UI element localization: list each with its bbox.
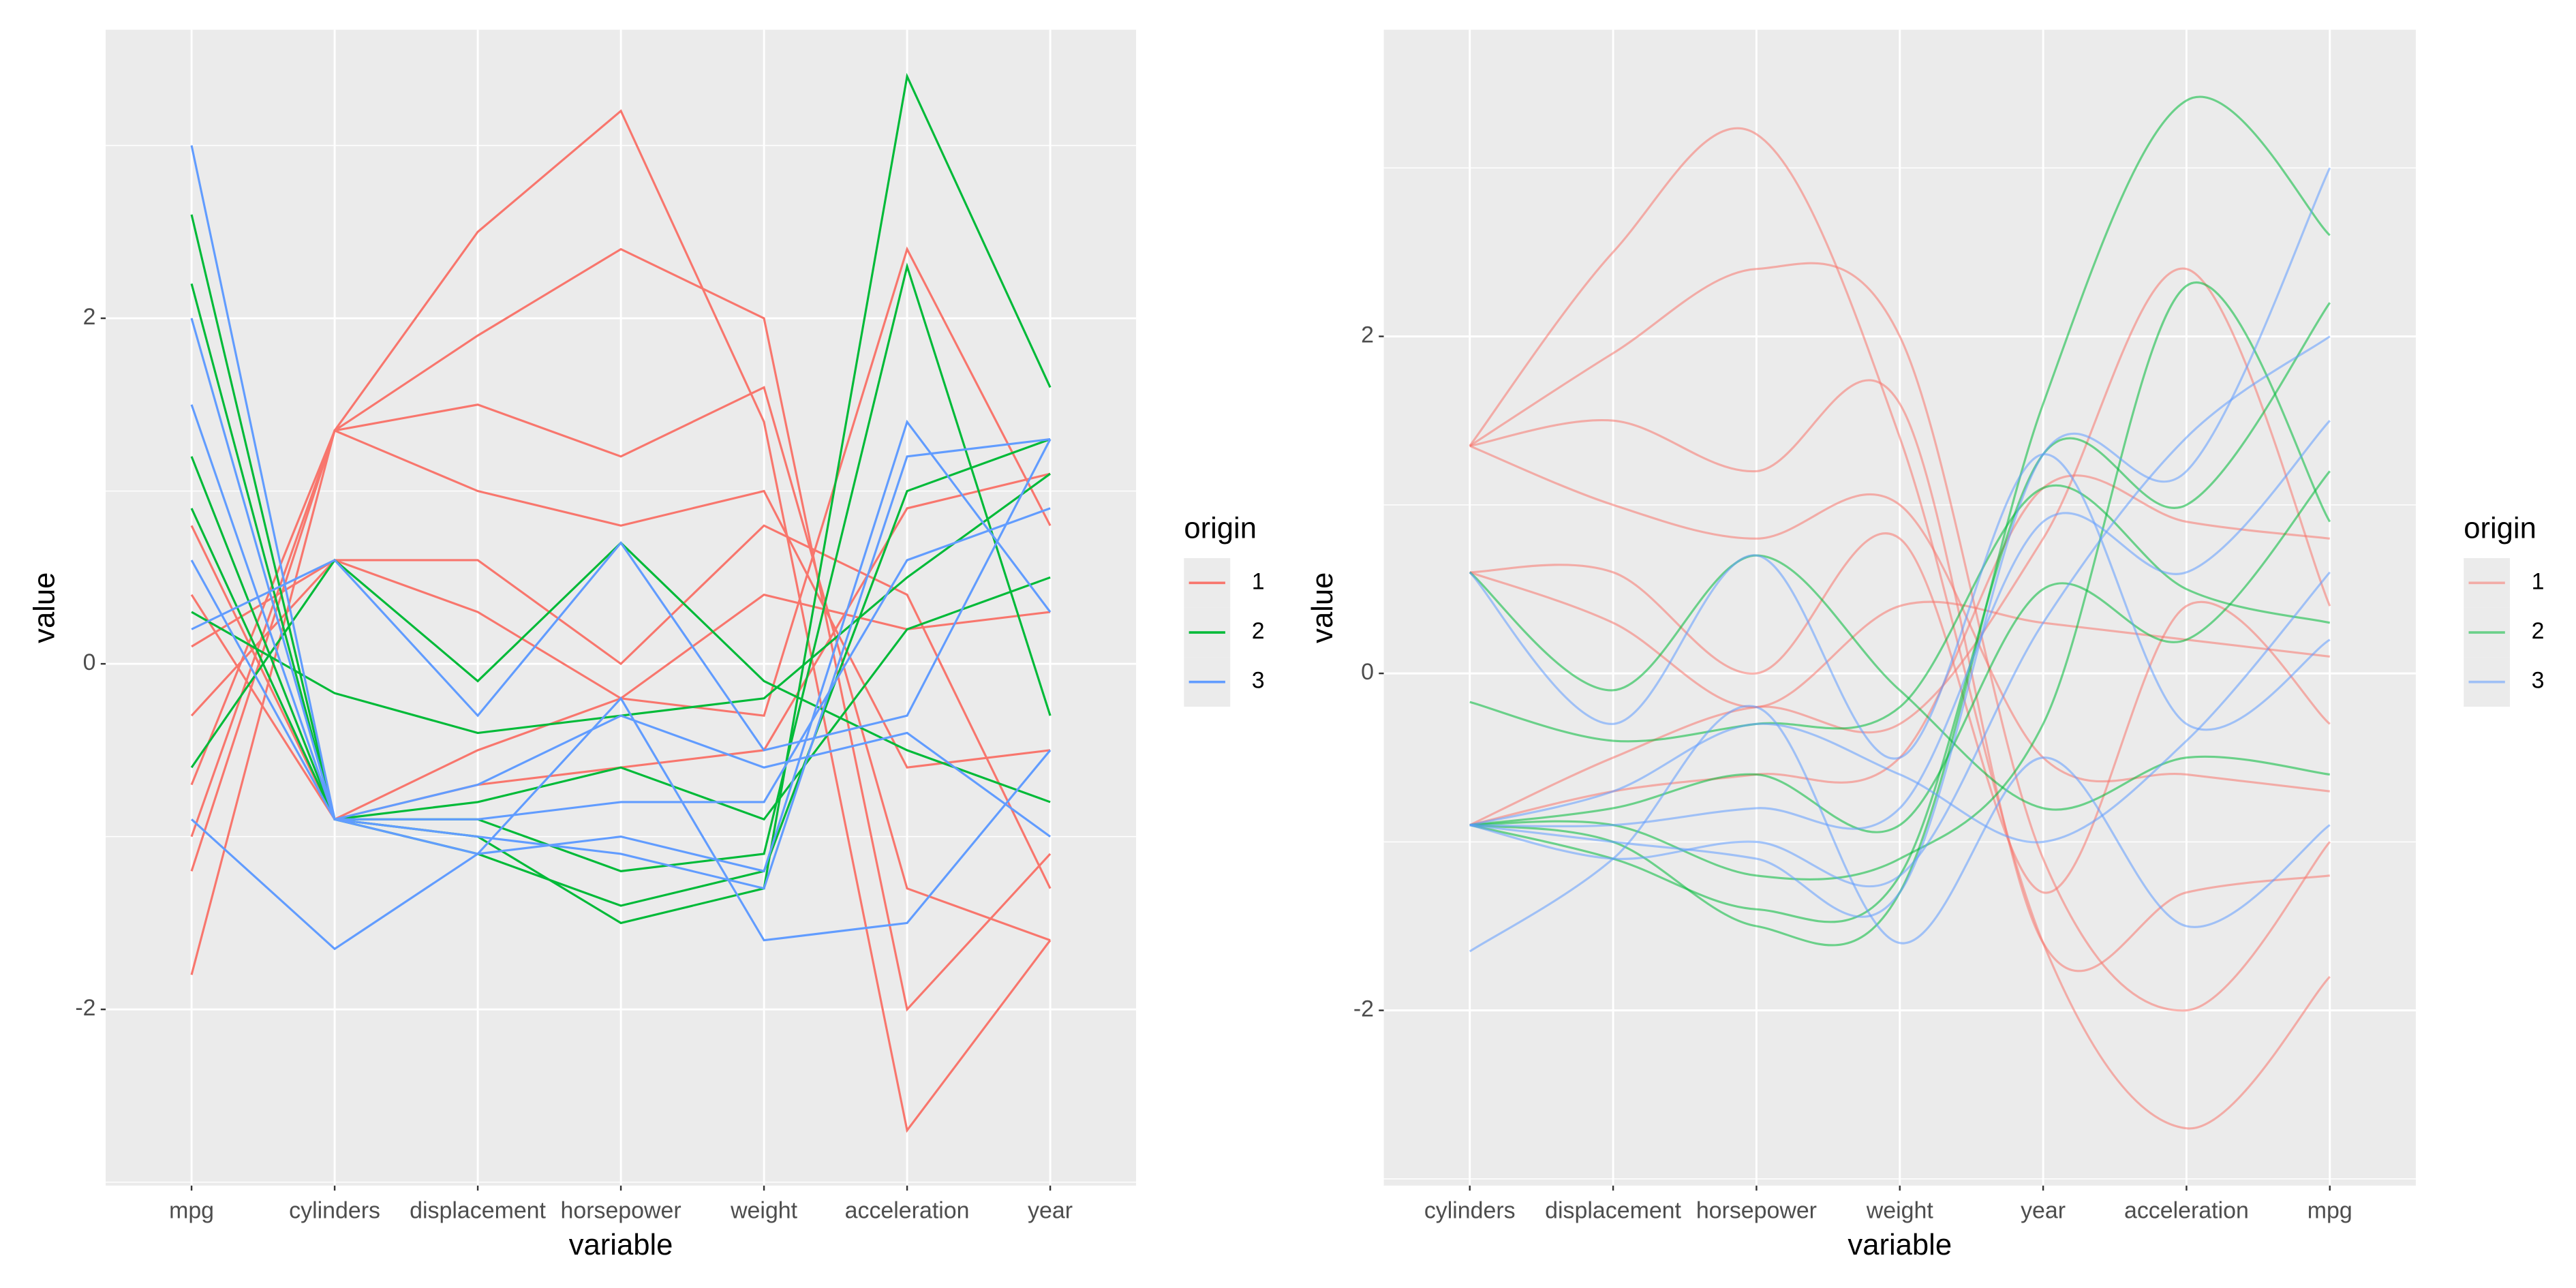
x-tick-label: mpg [169, 1197, 214, 1223]
y-tick-label: 0 [1361, 659, 1374, 685]
x-tick-label: displacement [410, 1197, 546, 1223]
data-line [1469, 532, 2331, 894]
data-line [1469, 444, 2330, 793]
legend-label: 1 [2532, 568, 2545, 594]
data-line [1469, 453, 2331, 760]
data-line [1469, 554, 2330, 811]
data-line [191, 696, 1052, 951]
data-line [1469, 267, 2331, 827]
y-tick-label: -2 [75, 995, 95, 1021]
data-line [1469, 379, 2330, 972]
x-tick-label: mpg [2307, 1197, 2352, 1223]
data-line [1469, 474, 2330, 827]
x-tick-label: cylinders [1424, 1197, 1516, 1223]
y-axis-title: value [28, 572, 61, 643]
x-tick-label: horsepower [1696, 1197, 1817, 1223]
legend-label: 2 [2532, 618, 2545, 644]
data-line [1469, 484, 2331, 743]
legend-label: 2 [1252, 618, 1265, 644]
data-line [1469, 470, 2331, 833]
legend-label: 3 [2532, 668, 2545, 694]
legend-label: 1 [1252, 568, 1265, 594]
data-line [1469, 167, 2331, 918]
x-tick-label: cylinders [289, 1197, 380, 1223]
y-tick-label: 2 [1361, 322, 1374, 348]
data-line [1469, 302, 2331, 923]
data-line [1469, 705, 2331, 953]
x-tick-label: acceleration [2124, 1197, 2249, 1223]
y-tick-label: 0 [83, 649, 96, 675]
data-line [190, 559, 1052, 838]
data-line [1469, 571, 2331, 844]
legend-label: 3 [1252, 668, 1265, 694]
y-axis-title: value [1306, 572, 1339, 643]
x-tick-label: weight [730, 1197, 798, 1223]
data-line [1469, 127, 2331, 1130]
x-tick-label: acceleration [845, 1197, 970, 1223]
x-axis-title: variable [569, 1229, 673, 1261]
data-line [1469, 335, 2331, 888]
y-tick-label: -2 [1353, 996, 1374, 1022]
y-tick-label: 2 [83, 304, 96, 330]
x-tick-label: year [2021, 1197, 2066, 1223]
x-tick-label: year [1028, 1197, 1073, 1223]
data-line [1469, 281, 2331, 880]
x-axis-title: variable [1847, 1229, 1952, 1261]
data-line [1469, 262, 2331, 1012]
x-tick-label: horsepower [560, 1197, 681, 1223]
x-tick-label: weight [1866, 1197, 1934, 1223]
x-tick-label: displacement [1545, 1197, 1681, 1223]
data-line [190, 247, 1052, 1012]
legend-title: origin [2464, 512, 2536, 545]
data-line [191, 438, 1052, 752]
legend-title: origin [1184, 512, 1257, 545]
data-line [1469, 420, 2331, 830]
